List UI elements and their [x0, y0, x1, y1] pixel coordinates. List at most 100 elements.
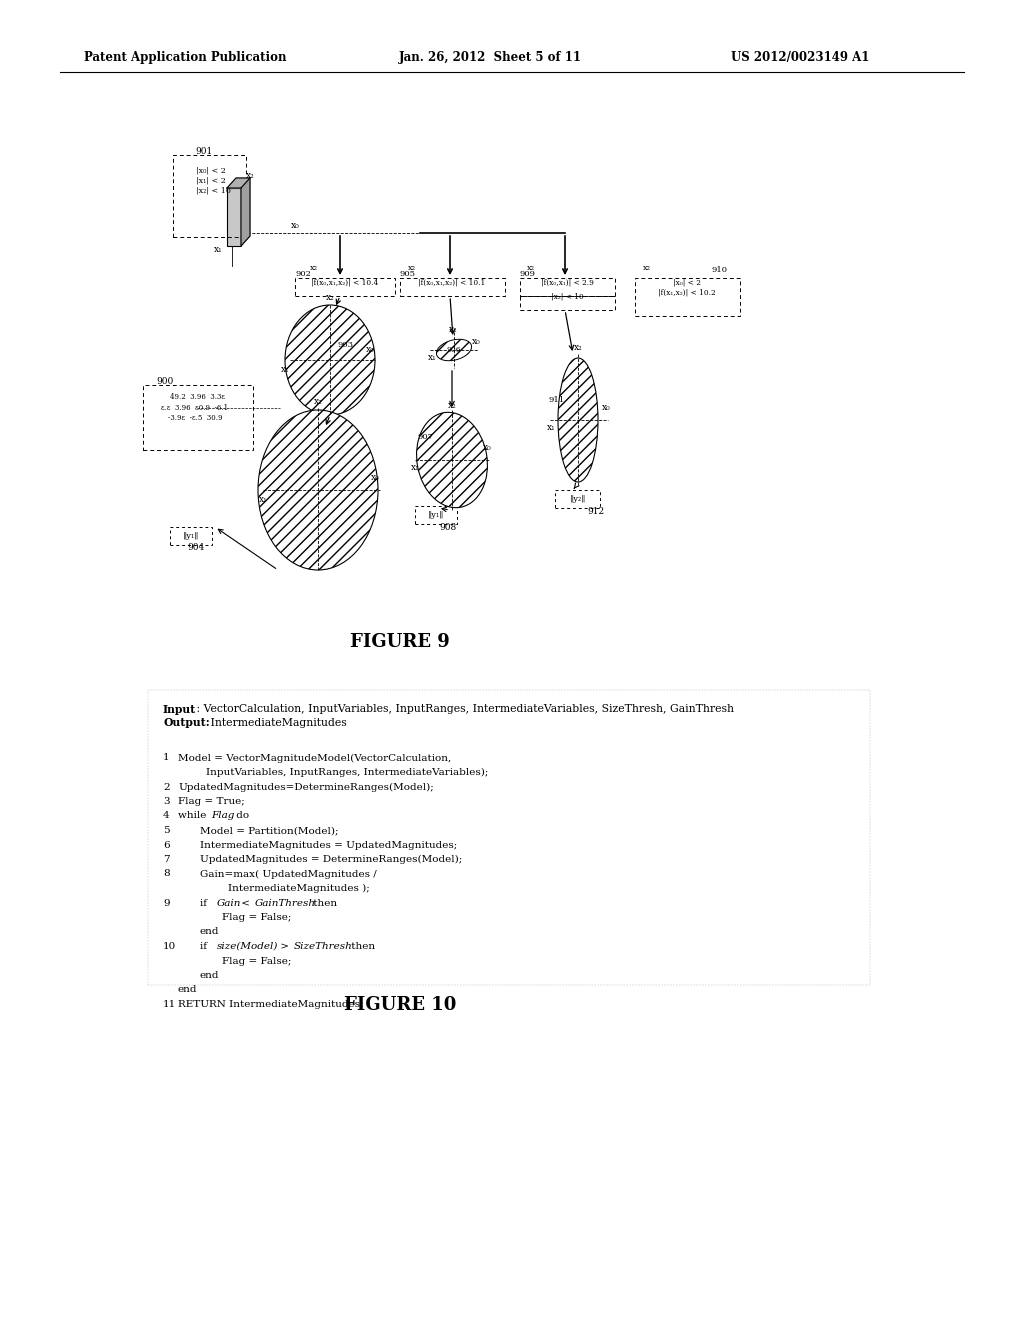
Text: 900: 900: [157, 378, 174, 387]
Text: 3: 3: [163, 797, 170, 807]
Text: FIGURE 9: FIGURE 9: [350, 634, 450, 651]
Bar: [170, 527, 212, 545]
Text: FIGURE 10: FIGURE 10: [344, 997, 456, 1014]
Text: x₂: x₂: [573, 343, 583, 352]
Text: |x₀| < 2: |x₀| < 2: [673, 279, 701, 286]
Text: x₀: x₀: [291, 220, 299, 230]
Text: UpdatedMagnitudes=DetermineRanges(Model);: UpdatedMagnitudes=DetermineRanges(Model)…: [178, 783, 434, 792]
Bar: [295, 279, 395, 296]
Text: 909: 909: [520, 271, 536, 279]
Text: 7: 7: [163, 855, 170, 865]
Text: x₂: x₂: [527, 264, 535, 272]
Text: |f(x₀,x₁)| < 2.9: |f(x₀,x₁)| < 2.9: [541, 279, 594, 286]
Text: while: while: [178, 812, 210, 821]
Text: x₂: x₂: [326, 293, 335, 302]
Text: end: end: [200, 928, 219, 936]
Text: then: then: [310, 899, 337, 908]
Text: |f(x₀,x₁,x₂)| < 10.1: |f(x₀,x₁,x₂)| < 10.1: [419, 279, 485, 286]
Text: -3.9ε  -ε.5  30.9: -3.9ε -ε.5 30.9: [168, 414, 222, 422]
Text: x₀: x₀: [366, 346, 375, 355]
Text: ‖y₁‖: ‖y₁‖: [182, 532, 200, 540]
Text: x₂: x₂: [408, 264, 416, 272]
Text: 11: 11: [163, 1001, 176, 1008]
Text: 908: 908: [439, 524, 457, 532]
Bar: [520, 279, 615, 296]
Text: 912: 912: [588, 507, 604, 516]
Text: size(Model): size(Model): [216, 942, 278, 950]
Text: x₂: x₂: [246, 170, 254, 180]
Text: x₁: x₁: [214, 246, 222, 255]
Bar: [415, 506, 457, 524]
Ellipse shape: [285, 305, 375, 414]
Text: Gain=max( UpdatedMagnitudes /: Gain=max( UpdatedMagnitudes /: [200, 870, 377, 879]
Text: 910: 910: [712, 267, 728, 275]
Text: InputVariables, InputRanges, IntermediateVariables);: InputVariables, InputRanges, Intermediat…: [206, 768, 487, 777]
Text: Gain: Gain: [216, 899, 241, 908]
Text: >: >: [278, 942, 292, 950]
Text: IntermediateMagnitudes = UpdatedMagnitudes;: IntermediateMagnitudes = UpdatedMagnitud…: [200, 841, 458, 850]
Ellipse shape: [436, 339, 472, 360]
Polygon shape: [241, 178, 250, 246]
Text: 8: 8: [163, 870, 170, 879]
Text: UpdatedMagnitudes = DetermineRanges(Model);: UpdatedMagnitudes = DetermineRanges(Mode…: [200, 855, 462, 865]
Text: Flag = False;: Flag = False;: [222, 957, 292, 965]
Text: Flag = True;: Flag = True;: [178, 797, 245, 807]
Text: |x₀| < 2: |x₀| < 2: [196, 166, 226, 174]
Text: x₀: x₀: [602, 404, 610, 412]
Text: x₀: x₀: [472, 338, 480, 346]
Text: ‖y₁‖: ‖y₁‖: [428, 511, 444, 519]
Text: Jan. 26, 2012  Sheet 5 of 11: Jan. 26, 2012 Sheet 5 of 11: [398, 51, 582, 65]
Text: end: end: [200, 972, 219, 979]
Text: 4: 4: [163, 812, 170, 821]
Text: x₁: x₁: [411, 463, 419, 473]
Text: 906: 906: [446, 346, 462, 354]
Text: x₂: x₂: [643, 264, 651, 272]
Text: x₂: x₂: [449, 326, 458, 334]
Text: x₁: x₁: [428, 354, 436, 363]
Text: Input: Input: [163, 704, 197, 715]
Text: 2: 2: [163, 783, 170, 792]
Text: RETURN IntermediateMagnitudes;: RETURN IntermediateMagnitudes;: [178, 1001, 364, 1008]
Text: if: if: [200, 899, 210, 908]
Text: 904: 904: [187, 543, 205, 552]
Text: |x₂| < 10: |x₂| < 10: [196, 186, 230, 194]
Text: x₀: x₀: [371, 474, 379, 483]
Text: Flag = False;: Flag = False;: [222, 913, 292, 921]
Text: |x₁| < 2: |x₁| < 2: [196, 176, 226, 183]
Text: US 2012/0023149 A1: US 2012/0023149 A1: [731, 51, 869, 65]
Bar: [143, 385, 253, 450]
Ellipse shape: [417, 412, 487, 508]
Text: 901: 901: [196, 148, 213, 157]
Polygon shape: [227, 178, 250, 187]
Text: Patent Application Publication: Patent Application Publication: [84, 51, 287, 65]
Text: 10: 10: [163, 942, 176, 950]
Text: x₂: x₂: [447, 401, 457, 411]
Text: Model = Partition(Model);: Model = Partition(Model);: [200, 826, 339, 836]
Text: SizeThresh: SizeThresh: [294, 942, 352, 950]
Text: x₁: x₁: [547, 424, 555, 433]
Text: <: <: [239, 899, 254, 908]
Text: |f(x₁,x₂)| < 10.2: |f(x₁,x₂)| < 10.2: [658, 288, 716, 296]
Text: if: if: [200, 942, 210, 950]
Text: ε.ε  3.96  ε0.9  -6.1: ε.ε 3.96 ε0.9 -6.1: [162, 404, 228, 412]
Text: |f(x₀,x₁,x₂)| < 10.4: |f(x₀,x₁,x₂)| < 10.4: [311, 279, 379, 286]
Text: x₂: x₂: [310, 264, 318, 272]
Bar: [520, 296, 615, 310]
Text: IntermediateMagnitudes: IntermediateMagnitudes: [207, 718, 347, 727]
Text: 903: 903: [338, 341, 354, 348]
Text: x₀: x₀: [482, 444, 492, 453]
Text: Output:: Output:: [163, 718, 210, 729]
Text: 907: 907: [417, 433, 433, 441]
Text: 49.2  3.96  3.3ε: 49.2 3.96 3.3ε: [170, 393, 224, 401]
Text: x₁: x₁: [259, 495, 267, 504]
Text: 905: 905: [400, 271, 416, 279]
Text: 9: 9: [163, 899, 170, 908]
Bar: [173, 154, 246, 238]
Text: IntermediateMagnitudes );: IntermediateMagnitudes );: [227, 884, 370, 894]
Text: : VectorCalculation, InputVariables, InputRanges, IntermediateVariables, SizeThr: : VectorCalculation, InputVariables, Inp…: [193, 704, 734, 714]
Text: 911: 911: [549, 396, 565, 404]
Text: 1: 1: [163, 754, 170, 763]
Bar: [148, 690, 870, 985]
Bar: [227, 187, 241, 246]
Bar: [555, 490, 600, 508]
